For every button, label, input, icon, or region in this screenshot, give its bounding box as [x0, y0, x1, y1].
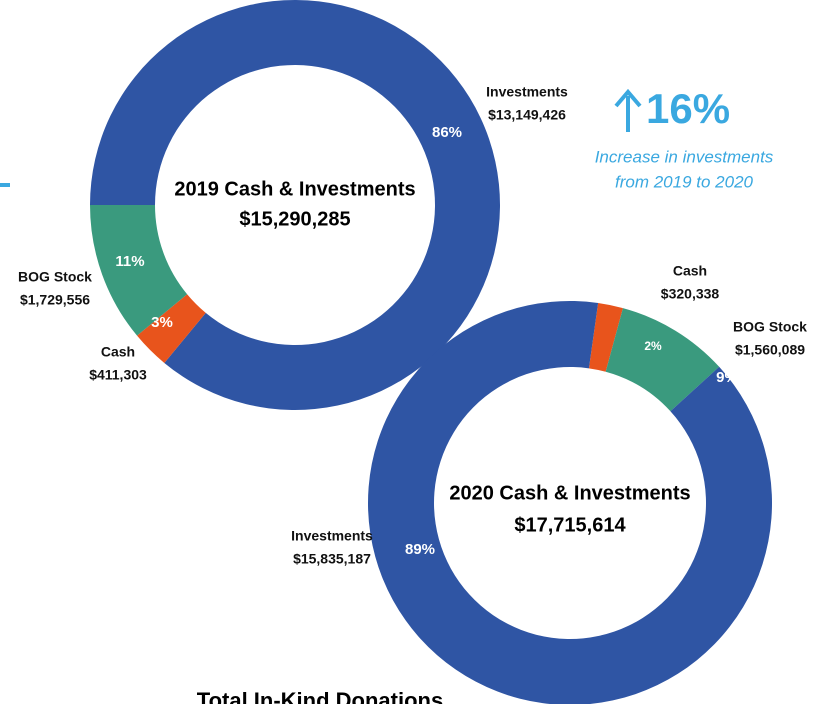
donut-segment: [588, 302, 623, 372]
chart-title: 2020 Cash & Investments: [449, 482, 690, 504]
donut-segment: [90, 0, 500, 410]
accent-dash: [0, 183, 10, 187]
segment-name: Investments: [291, 528, 373, 544]
up-arrow: [614, 88, 642, 132]
callout-text: from 2019 to 2020: [615, 172, 754, 191]
segment-amount: $15,835,187: [293, 551, 371, 567]
segment-amount: $320,338: [661, 286, 720, 302]
footer-heading: Total In-Kind Donations: [197, 688, 443, 704]
chart-title: 2019 Cash & Investments: [174, 178, 415, 200]
donut-segment: [137, 294, 206, 363]
percent-label: 11%: [115, 253, 144, 270]
segment-name: BOG Stock: [733, 319, 807, 335]
chart-total: $15,290,285: [239, 208, 350, 230]
segment-amount: $1,729,556: [20, 292, 90, 308]
segment-name: BOG Stock: [18, 269, 92, 285]
chart-total: $17,715,614: [514, 514, 626, 536]
donut-segment: [368, 301, 772, 704]
callout-value: 16%: [646, 85, 730, 132]
segment-name: Cash: [101, 344, 135, 360]
percent-label: 89%: [405, 541, 435, 558]
segment-amount: $411,303: [89, 367, 147, 383]
donut-segment: [90, 205, 188, 336]
segment-name: Investments: [486, 84, 568, 100]
segment-name: Cash: [673, 263, 707, 279]
percent-label: 3%: [151, 314, 173, 331]
percent-label: 9%: [716, 369, 738, 386]
charts: 86% Investments $13,149,426 3% Cash $411,303 1…: [18, 0, 807, 704]
percent-label: 2%: [644, 339, 662, 353]
donut-segment: [605, 308, 720, 412]
segment-amount: $1,560,089: [735, 342, 805, 358]
segment-amount: $13,149,426: [488, 107, 566, 123]
percent-label: 86%: [432, 124, 462, 141]
callout-text: Increase in investments: [595, 147, 774, 166]
